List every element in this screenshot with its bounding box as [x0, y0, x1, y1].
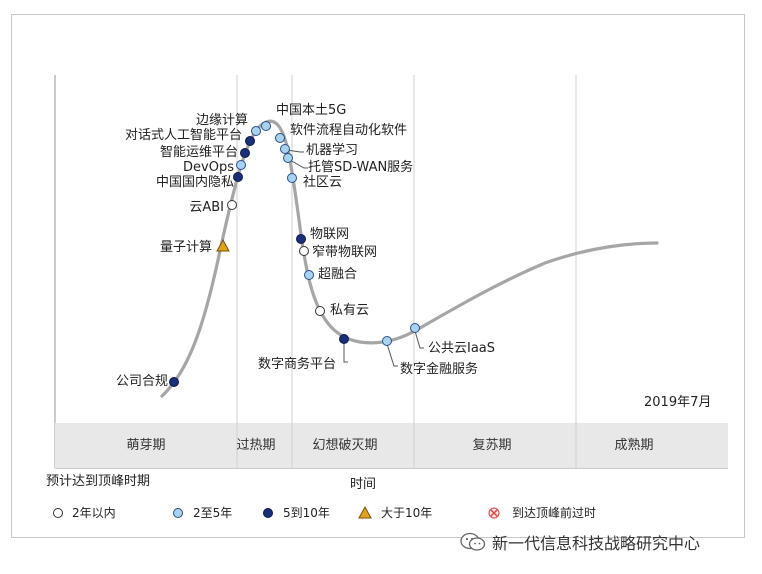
tech-4-label: 机器学习	[306, 142, 358, 158]
tech-19-label: 公司合规	[116, 374, 168, 389]
legend-label-obsolete: 到达顶峰前过时	[512, 505, 596, 520]
tech-10-label: 云ABI	[189, 200, 224, 215]
tech-16-marker	[339, 334, 349, 344]
legend-label-5to10: 5到10年	[283, 506, 330, 520]
tech-7-marker	[236, 160, 246, 170]
phase-dividers	[236, 75, 577, 468]
x-axis-label: 时间	[350, 477, 376, 492]
tech-10-marker	[227, 200, 237, 210]
phase-labels: 萌芽期 过热期 幻想破灭期 复苏期 成熟期	[126, 437, 653, 453]
tech-18-marker	[410, 323, 420, 333]
tech-6-leader-line	[289, 159, 308, 169]
tech-15-marker	[315, 306, 325, 316]
tech-18-label: 公共云IaaS	[428, 341, 495, 356]
legend-title: 预计达到顶峰时期	[46, 474, 150, 489]
phase-band	[55, 423, 728, 468]
wechat-icon	[460, 532, 486, 551]
phase-label-plateau: 成熟期	[614, 437, 653, 453]
tech-6-label: 托管SD-WAN服务	[308, 159, 413, 175]
dark-blue-circle-icon	[263, 508, 273, 518]
tech-8-label: 中国国内隐私	[156, 174, 234, 190]
tech-14-marker	[304, 270, 314, 280]
tech-17-label: 数字金融服务	[400, 361, 478, 377]
tech-2-label: 软件流程自动化软件	[290, 123, 407, 138]
legend-label-gt10: 大于10年	[381, 506, 432, 520]
tech-2-marker	[275, 133, 285, 143]
tech-6-marker	[283, 153, 293, 163]
date-label: 2019年7月	[644, 395, 711, 410]
chart-frame	[11, 14, 745, 538]
tech-12-label: 物联网	[310, 227, 349, 242]
phase-label-peak: 过热期	[236, 438, 275, 453]
tech-19-marker	[169, 377, 179, 387]
tech-0-marker	[261, 121, 271, 131]
tech-17-marker	[382, 336, 392, 346]
tech-1-label: 边缘计算	[196, 113, 248, 128]
legend: 2年以内 2至5年 5到10年 大于10年 到达顶峰前过时	[53, 505, 596, 520]
tech-16-label: 数字商务平台	[258, 356, 336, 372]
tech-15-label: 私有云	[330, 303, 369, 318]
tech-9-marker	[287, 173, 297, 183]
tech-8-marker	[233, 172, 243, 182]
tech-4-marker	[280, 144, 290, 154]
watermark-text: 新一代信息科技战略研究中心	[492, 534, 701, 553]
tech-4-leader-line	[286, 149, 304, 153]
tech-3-label: 对话式人工智能平台	[125, 128, 242, 143]
phase-label-trough: 幻想破灭期	[312, 437, 377, 453]
light-blue-circle-icon	[173, 508, 183, 518]
watermark: 新一代信息科技战略研究中心	[460, 530, 700, 554]
tech-7-label: DevOps	[183, 160, 234, 175]
tech-13-marker	[299, 246, 309, 256]
tech-3-marker	[245, 136, 255, 146]
tech-16-leader-line	[343, 341, 348, 363]
tech-5-label: 智能运维平台	[160, 145, 238, 160]
tech-18-leader-line	[414, 330, 424, 349]
tech-1-marker	[251, 126, 261, 136]
red-x-circle-icon	[488, 507, 500, 519]
tech-5-marker	[240, 148, 250, 158]
tech-14-label: 超融合	[318, 267, 357, 282]
tech-9-label: 社区云	[303, 174, 342, 190]
phase-label-slope: 复苏期	[472, 437, 511, 453]
legend-label-2to5: 2至5年	[193, 506, 232, 520]
legend-label-lt2: 2年以内	[72, 506, 116, 520]
phase-label-innovation: 萌芽期	[126, 438, 165, 453]
orange-triangle-icon	[358, 505, 372, 519]
tech-11-marker	[216, 238, 230, 252]
open-circle-icon	[53, 508, 63, 518]
tech-12-marker	[296, 234, 306, 244]
tech-11-label: 量子计算	[160, 240, 212, 255]
tech-17-leader-line	[386, 343, 398, 367]
tech-13-label: 窄带物联网	[312, 244, 377, 260]
tech-0-label: 中国本土5G	[276, 103, 346, 118]
